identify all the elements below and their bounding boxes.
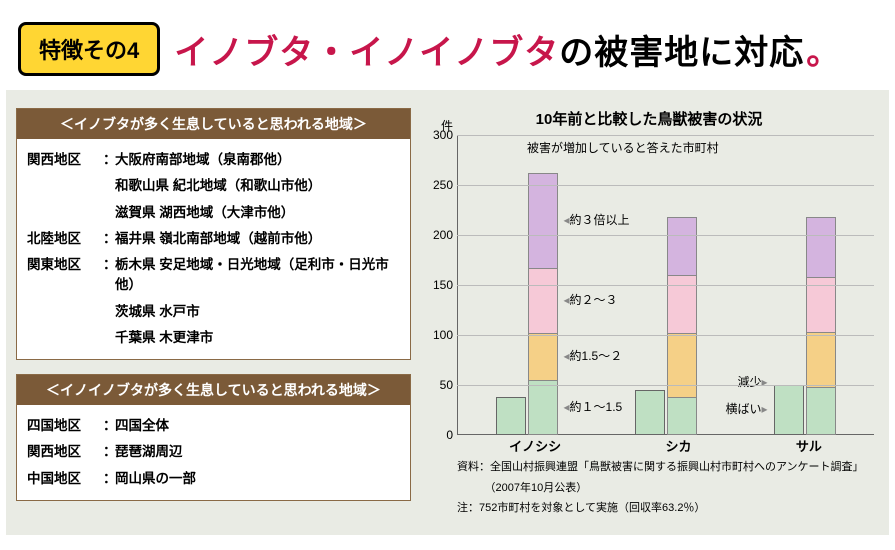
region-label: 関西地区	[27, 442, 103, 462]
y-tick-label: 150	[433, 278, 457, 292]
region-label	[27, 302, 103, 322]
bar-single	[774, 385, 804, 435]
table-row: 関西地区：大阪府南部地域（泉南郡他）	[27, 147, 400, 173]
y-tick-label: 300	[433, 128, 457, 142]
bar-segment	[667, 397, 697, 435]
table-1: ＜イノブタが多く生息していると思われる地域＞ 関西地区：大阪府南部地域（泉南郡他…	[16, 108, 411, 360]
gridline	[457, 185, 874, 186]
table-row: 関西地区：琵琶湖周辺	[27, 439, 400, 465]
bar-single	[496, 397, 526, 435]
bar-stack	[806, 217, 836, 435]
left-column: ＜イノブタが多く生息していると思われる地域＞ 関西地区：大阪府南部地域（泉南郡他…	[16, 108, 411, 517]
table-row: 四国地区：四国全体	[27, 413, 400, 439]
table-2-head: ＜イノイノブタが多く生息していると思われる地域＞	[17, 375, 410, 405]
table-row: 滋賀県 湖西地域（大津市他）	[27, 200, 400, 226]
table-2-body: 四国地区：四国全体関西地区：琵琶湖周辺中国地区：岡山県の一部	[17, 405, 410, 500]
region-label	[27, 176, 103, 196]
right-column: 10年前と比較した鳥獣被害の状況 件 ◂約１～1.5◂約1.5～２◂約２～３◂約…	[419, 108, 879, 517]
region-value: 栃木県 安足地域・日光地域（足利市・日光市他）	[115, 255, 400, 296]
headline-red: イノブタ・イノイノブタ	[174, 34, 559, 72]
gridline	[457, 385, 874, 386]
y-tick-label: 50	[440, 378, 457, 392]
bar-segment	[806, 332, 836, 387]
region-value: 福井県 嶺北南部地域（越前市他）	[115, 229, 400, 249]
bar-segment	[528, 268, 558, 333]
y-tick-label: 0	[446, 428, 457, 442]
region-value: 大阪府南部地域（泉南郡他）	[115, 150, 400, 170]
table-row: 中国地区：岡山県の一部	[27, 466, 400, 492]
bar-segment	[806, 387, 836, 435]
chart-title: 10年前と比較した鳥獣被害の状況	[419, 108, 879, 129]
x-labels: イノシシ シカ サル	[457, 436, 874, 455]
bar-segment	[806, 217, 836, 277]
x-label: イノシシ	[509, 436, 561, 455]
legend-annotation: ◂約1.5～２	[564, 347, 623, 364]
bar-segment	[528, 333, 558, 380]
region-label: 関西地区	[27, 150, 103, 170]
bar-group: 減少▸横ばい▸	[774, 217, 836, 435]
bar-stack	[667, 217, 697, 435]
annotation-increase: 被害が増加していると答えた市町村	[527, 139, 719, 156]
region-label: 中国地区	[27, 469, 103, 489]
table-row: 和歌山県 紀北地域（和歌山市他）	[27, 173, 400, 199]
bar-stack	[528, 173, 558, 435]
region-label: 関東地区	[27, 255, 103, 296]
gridline	[457, 335, 874, 336]
source-3: 注：752市町村を対象として実施（回収率63.2％）	[457, 500, 879, 517]
source-2: （2007年10月公表）	[457, 480, 879, 497]
region-label	[27, 328, 103, 348]
x-label: シカ	[665, 436, 691, 455]
region-label	[27, 203, 103, 223]
region-label: 北陸地区	[27, 229, 103, 249]
bar-single	[635, 390, 665, 435]
region-label: 四国地区	[27, 416, 103, 436]
region-value: 四国全体	[115, 416, 400, 436]
bar-segment	[667, 275, 697, 333]
table-1-body: 関西地区：大阪府南部地域（泉南郡他） 和歌山県 紀北地域（和歌山市他） 滋賀県 湖西…	[17, 139, 410, 359]
headline-dot: 。	[806, 34, 841, 72]
legend-small: 横ばい▸	[725, 400, 767, 417]
legend-annotation: ◂約３倍以上	[564, 211, 630, 228]
y-tick-label: 100	[433, 328, 457, 342]
bar-segment	[528, 380, 558, 435]
x-label: サル	[796, 436, 822, 455]
region-value: 和歌山県 紀北地域（和歌山市他）	[115, 176, 400, 196]
region-value: 千葉県 木更津市	[115, 328, 400, 348]
bar-segment	[528, 173, 558, 268]
region-value: 茨城県 水戸市	[115, 302, 400, 322]
feature-badge: 特徴その4	[18, 22, 160, 76]
y-tick-label: 250	[433, 178, 457, 192]
region-value: 岡山県の一部	[115, 469, 400, 489]
region-value: 琵琶湖周辺	[115, 442, 400, 462]
region-value: 滋賀県 湖西地域（大津市他）	[115, 203, 400, 223]
bar-segment	[667, 217, 697, 275]
table-row: 千葉県 木更津市	[27, 325, 400, 351]
headline-black: の被害地に対応	[559, 34, 804, 72]
table-row: 北陸地区：福井県 嶺北南部地域（越前市他）	[27, 226, 400, 252]
chart-area: 件 ◂約１～1.5◂約1.5～２◂約２～３◂約３倍以上減少▸横ばい▸ イノシシシ…	[457, 135, 874, 455]
headline: イノブタ・イノイノブタの被害地に対応。	[174, 25, 843, 74]
table-1-head: ＜イノブタが多く生息していると思われる地域＞	[17, 109, 410, 139]
gridline	[457, 235, 874, 236]
bar-segment	[667, 333, 697, 397]
y-tick-label: 200	[433, 228, 457, 242]
content-panel: ＜イノブタが多く生息していると思われる地域＞ 関西地区：大阪府南部地域（泉南郡他…	[6, 90, 889, 535]
legend-small: 減少▸	[737, 373, 767, 390]
bar-group: ◂約１～1.5◂約1.5～２◂約２～３◂約３倍以上	[496, 173, 558, 435]
table-row: 茨城県 水戸市	[27, 299, 400, 325]
bar-group	[635, 217, 697, 435]
table-row: 関東地区：栃木県 安足地域・日光地域（足利市・日光市他）	[27, 252, 400, 299]
table-2: ＜イノイノブタが多く生息していると思われる地域＞ 四国地区：四国全体関西地区：琵…	[16, 374, 411, 501]
legend-annotation: ◂約２～３	[564, 291, 618, 308]
gridline	[457, 135, 874, 136]
gridline	[457, 285, 874, 286]
source-1: 資料：全国山村振興連盟「鳥獣被害に関する振興山村市町村へのアンケート調査」	[457, 459, 879, 476]
legend-annotation: ◂約１～1.5	[564, 398, 623, 415]
